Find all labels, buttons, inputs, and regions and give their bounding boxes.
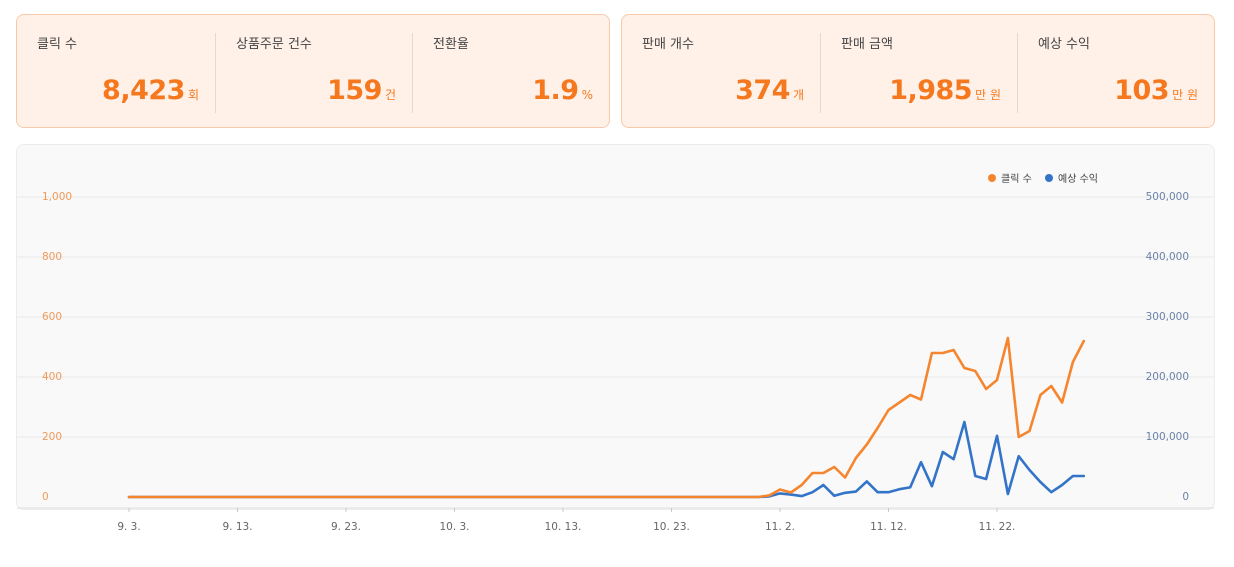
metric-units-sold: 판매 개수 374 개 — [622, 33, 820, 113]
metric-label: 예상 수익 — [1038, 37, 1090, 52]
metric-sales-amount: 판매 금액 1,985 만 원 — [820, 33, 1017, 113]
metric-value: 1,985 — [889, 75, 973, 106]
metric-value: 159 — [327, 75, 382, 106]
y-right-tick-label: 200,000 — [1146, 371, 1189, 383]
metric-label: 상품주문 건수 — [236, 37, 312, 52]
y-left-tick-label: 200 — [42, 431, 62, 443]
metric-value: 374 — [735, 75, 790, 106]
chart-panel — [16, 144, 1215, 510]
metric-unit: 만 원 — [1172, 88, 1198, 102]
summary-card-sales: 판매 개수 374 개 판매 금액 1,985 만 원 예상 수익 103 만 원 — [621, 14, 1215, 128]
x-tick-label: 9. 13. — [222, 521, 252, 533]
y-right-tick-label: 0 — [1182, 491, 1189, 503]
y-right-tick-label: 300,000 — [1146, 311, 1189, 323]
metric-label: 전환율 — [433, 37, 469, 52]
y-right-tick-label: 100,000 — [1146, 431, 1189, 443]
series-line-revenue — [127, 420, 1086, 499]
legend-label-clicks: 클릭 수 — [1001, 173, 1032, 185]
y-left-tick-label: 1,000 — [42, 191, 72, 203]
metric-unit: 개 — [792, 88, 804, 102]
y-left-tick-label: 400 — [42, 371, 62, 383]
metric-value: 8,423 — [102, 75, 185, 106]
y-right-tick-label: 500,000 — [1146, 191, 1189, 203]
x-tick-label: 10. 13. — [545, 521, 582, 533]
x-tick-label: 10. 3. — [439, 521, 469, 533]
y-right-tick-label: 400,000 — [1146, 251, 1189, 263]
metric-unit: 만 원 — [975, 88, 1001, 102]
metric-unit: 회 — [187, 88, 199, 102]
metric-label: 판매 개수 — [642, 37, 694, 52]
metric-orders: 상품주문 건수 159 건 — [215, 33, 412, 113]
y-left-tick-label: 600 — [42, 311, 62, 323]
metric-unit: 건 — [384, 88, 396, 102]
x-tick-label: 11. 12. — [870, 521, 907, 533]
legend-swatch-revenue — [1045, 174, 1053, 182]
metric-expected-revenue: 예상 수익 103 만 원 — [1017, 33, 1214, 113]
metric-unit: % — [581, 88, 593, 102]
legend-swatch-clicks — [988, 174, 996, 182]
metric-clicks: 클릭 수 8,423 회 — [17, 33, 215, 113]
x-tick-label: 11. 22. — [979, 521, 1016, 533]
x-tick-label: 10. 23. — [653, 521, 690, 533]
series-line-clicks — [127, 336, 1086, 499]
y-left-tick-label: 800 — [42, 251, 62, 263]
x-tick-label: 9. 3. — [117, 521, 140, 533]
metric-conversion-rate: 전환율 1.9% — [412, 33, 609, 113]
x-tick-label: 9. 23. — [331, 521, 361, 533]
x-tick-label: 11. 2. — [765, 521, 795, 533]
metric-value: 103 — [1114, 75, 1170, 106]
metric-label: 클릭 수 — [37, 37, 78, 52]
y-left-tick-label: 0 — [42, 491, 49, 503]
summary-card-traffic: 클릭 수 8,423 회 상품주문 건수 159 건 전환율 1.9% — [16, 14, 610, 128]
legend-label-revenue: 예상 수익 — [1058, 173, 1098, 185]
metric-value: 1.9 — [532, 75, 579, 106]
metric-label: 판매 금액 — [841, 37, 893, 52]
